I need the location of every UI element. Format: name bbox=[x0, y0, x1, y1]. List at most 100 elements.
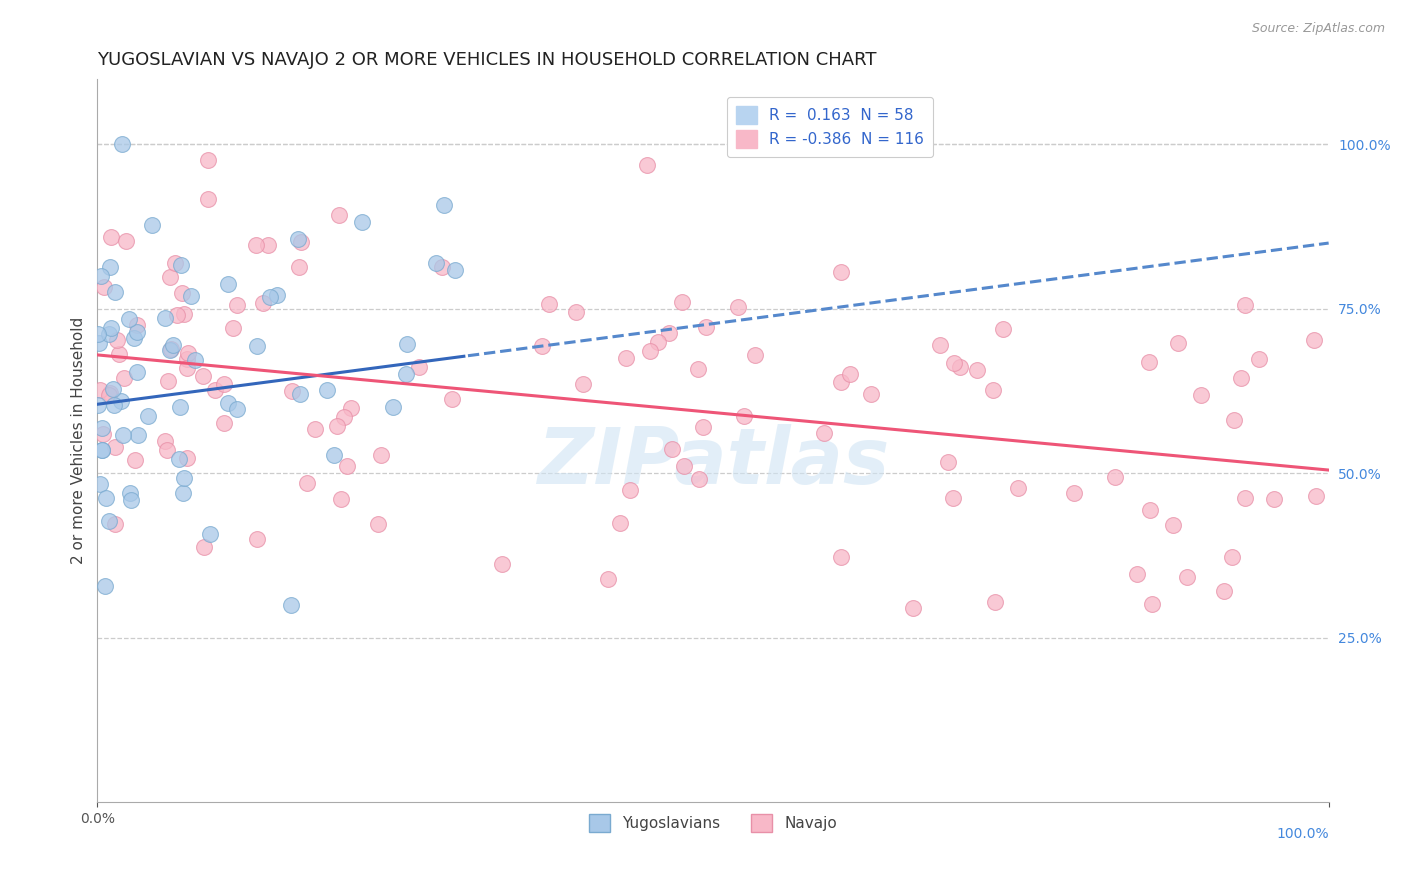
Point bbox=[1212, 583, 1234, 598]
Point bbox=[328, 208, 350, 222]
Point bbox=[204, 384, 226, 398]
Point bbox=[256, 238, 278, 252]
Point bbox=[673, 459, 696, 474]
Point bbox=[425, 256, 447, 270]
Point bbox=[432, 260, 454, 274]
Point bbox=[212, 416, 235, 430]
Text: YUGOSLAVIAN VS NAVAJO 2 OR MORE VEHICLES IN HOUSEHOLD CORRELATION CHART: YUGOSLAVIAN VS NAVAJO 2 OR MORE VEHICLES… bbox=[97, 51, 877, 69]
Point bbox=[98, 260, 121, 274]
Point bbox=[111, 137, 134, 152]
Point bbox=[98, 326, 121, 341]
Point bbox=[330, 492, 353, 507]
Point bbox=[408, 360, 430, 375]
Point bbox=[184, 353, 207, 368]
Point bbox=[1303, 333, 1326, 347]
Point bbox=[686, 362, 709, 376]
Point bbox=[173, 307, 195, 321]
Point bbox=[153, 310, 176, 325]
Point bbox=[1189, 388, 1212, 402]
Point bbox=[98, 385, 121, 400]
Point bbox=[295, 476, 318, 491]
Point bbox=[1247, 351, 1270, 366]
Point bbox=[942, 356, 965, 370]
Point bbox=[636, 158, 658, 172]
Point bbox=[695, 320, 717, 334]
Point bbox=[159, 343, 181, 357]
Point bbox=[280, 598, 302, 612]
Point bbox=[105, 333, 128, 347]
Point bbox=[141, 218, 163, 232]
Point bbox=[830, 549, 852, 564]
Point bbox=[197, 153, 219, 167]
Point bbox=[153, 434, 176, 449]
Point bbox=[86, 326, 108, 341]
Point bbox=[167, 451, 190, 466]
Point bbox=[86, 398, 108, 412]
Point bbox=[198, 527, 221, 541]
Point bbox=[91, 426, 114, 441]
Point bbox=[176, 352, 198, 367]
Point bbox=[197, 192, 219, 206]
Point bbox=[100, 230, 122, 244]
Text: 100.0%: 100.0% bbox=[1277, 827, 1329, 841]
Y-axis label: 2 or more Vehicles in Household: 2 or more Vehicles in Household bbox=[72, 317, 86, 564]
Point bbox=[1167, 335, 1189, 350]
Point bbox=[222, 320, 245, 334]
Point bbox=[91, 421, 114, 435]
Point bbox=[107, 346, 129, 360]
Point bbox=[176, 450, 198, 465]
Point bbox=[93, 280, 115, 294]
Text: Source: ZipAtlas.com: Source: ZipAtlas.com bbox=[1251, 22, 1385, 36]
Point bbox=[367, 516, 389, 531]
Point bbox=[1007, 481, 1029, 495]
Point bbox=[565, 304, 588, 318]
Point bbox=[246, 532, 269, 546]
Point bbox=[1126, 567, 1149, 582]
Point bbox=[350, 215, 373, 229]
Point bbox=[217, 277, 239, 291]
Point bbox=[89, 383, 111, 397]
Point bbox=[91, 442, 114, 457]
Point bbox=[90, 269, 112, 284]
Point bbox=[537, 297, 560, 311]
Point bbox=[97, 388, 120, 402]
Point bbox=[647, 335, 669, 350]
Point bbox=[966, 363, 988, 377]
Point bbox=[120, 486, 142, 500]
Point bbox=[382, 400, 405, 414]
Point bbox=[638, 344, 661, 359]
Point bbox=[433, 198, 456, 212]
Point bbox=[859, 387, 882, 401]
Point bbox=[166, 308, 188, 322]
Point bbox=[110, 393, 132, 408]
Point bbox=[1175, 570, 1198, 584]
Point bbox=[1263, 491, 1285, 506]
Point bbox=[124, 452, 146, 467]
Point bbox=[212, 377, 235, 392]
Point bbox=[949, 360, 972, 375]
Point bbox=[173, 471, 195, 485]
Point bbox=[114, 234, 136, 248]
Point bbox=[942, 491, 965, 505]
Point bbox=[160, 342, 183, 356]
Point bbox=[165, 256, 187, 270]
Point bbox=[287, 260, 309, 274]
Point bbox=[619, 483, 641, 498]
Point bbox=[1139, 503, 1161, 517]
Point bbox=[395, 367, 418, 381]
Point bbox=[839, 367, 862, 381]
Point bbox=[122, 331, 145, 345]
Point bbox=[658, 326, 681, 341]
Point bbox=[1220, 549, 1243, 564]
Point bbox=[125, 318, 148, 333]
Point bbox=[103, 440, 125, 454]
Point bbox=[170, 258, 193, 272]
Point bbox=[1233, 491, 1256, 505]
Point bbox=[688, 472, 710, 486]
Point bbox=[661, 442, 683, 457]
Point bbox=[671, 294, 693, 309]
Text: ZIPatlas: ZIPatlas bbox=[537, 425, 889, 500]
Point bbox=[169, 400, 191, 414]
Point bbox=[101, 383, 124, 397]
Point bbox=[304, 422, 326, 436]
